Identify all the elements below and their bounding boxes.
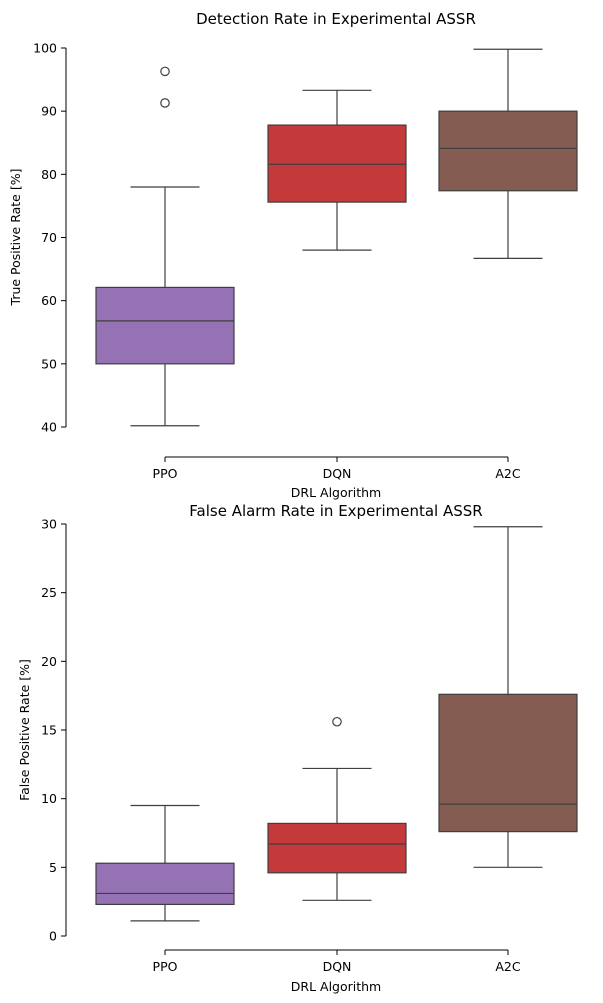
y-tick-label: 100 (33, 41, 57, 56)
y-tick-label: 50 (41, 356, 57, 371)
y-tick-label: 60 (41, 293, 57, 308)
x-tick-label: DQN (323, 959, 352, 974)
box-plots (95, 526, 578, 922)
box-plots (95, 48, 578, 427)
x-axis-label: DRL Algorithm (291, 979, 381, 994)
box-ppo (95, 804, 235, 922)
axes: 40 50 60 70 80 90 100 PPO DQN A2C (33, 41, 521, 482)
chart-title: False Alarm Rate in Experimental ASSR (189, 502, 482, 520)
y-tick-label: 5 (49, 860, 57, 875)
axes: 0 5 10 15 20 25 30 PPO DQN A2C (41, 517, 521, 975)
box-a2c (438, 48, 578, 259)
box-ppo (95, 66, 235, 427)
y-axis-label: True Positive Rate [%] (8, 169, 23, 307)
outlier-point (332, 716, 342, 727)
y-tick-label: 10 (41, 791, 57, 806)
x-tick-label: PPO (153, 466, 178, 481)
x-tick-label: PPO (153, 959, 178, 974)
iqr-box (438, 693, 578, 833)
box-a2c (438, 526, 578, 868)
detection-rate-chart: Detection Rate in Experimental ASSR True… (8, 10, 578, 500)
iqr-box (267, 822, 407, 874)
iqr-box (95, 862, 235, 906)
iqr-box (95, 286, 235, 365)
x-axis-label: DRL Algorithm (291, 485, 381, 500)
false-alarm-rate-chart: False Alarm Rate in Experimental ASSR Fa… (17, 502, 578, 994)
y-tick-label: 90 (41, 104, 57, 119)
chart-title: Detection Rate in Experimental ASSR (196, 10, 476, 28)
y-tick-label: 80 (41, 167, 57, 182)
box-dqn (267, 716, 407, 901)
iqr-box (267, 124, 407, 203)
outlier-point (160, 66, 170, 77)
y-tick-label: 25 (41, 585, 57, 600)
box-dqn (267, 89, 407, 251)
y-axis-label: False Positive Rate [%] (17, 659, 32, 801)
y-tick-label: 40 (41, 420, 57, 435)
outlier-point (160, 98, 170, 108)
y-tick-label: 15 (41, 723, 57, 738)
y-tick-label: 30 (41, 517, 57, 532)
y-tick-label: 70 (41, 230, 57, 245)
iqr-box (438, 110, 578, 192)
x-tick-label: A2C (495, 959, 521, 974)
x-tick-label: A2C (495, 466, 521, 481)
x-tick-label: DQN (323, 466, 352, 481)
y-tick-label: 20 (41, 654, 57, 669)
y-tick-label: 0 (49, 929, 57, 944)
